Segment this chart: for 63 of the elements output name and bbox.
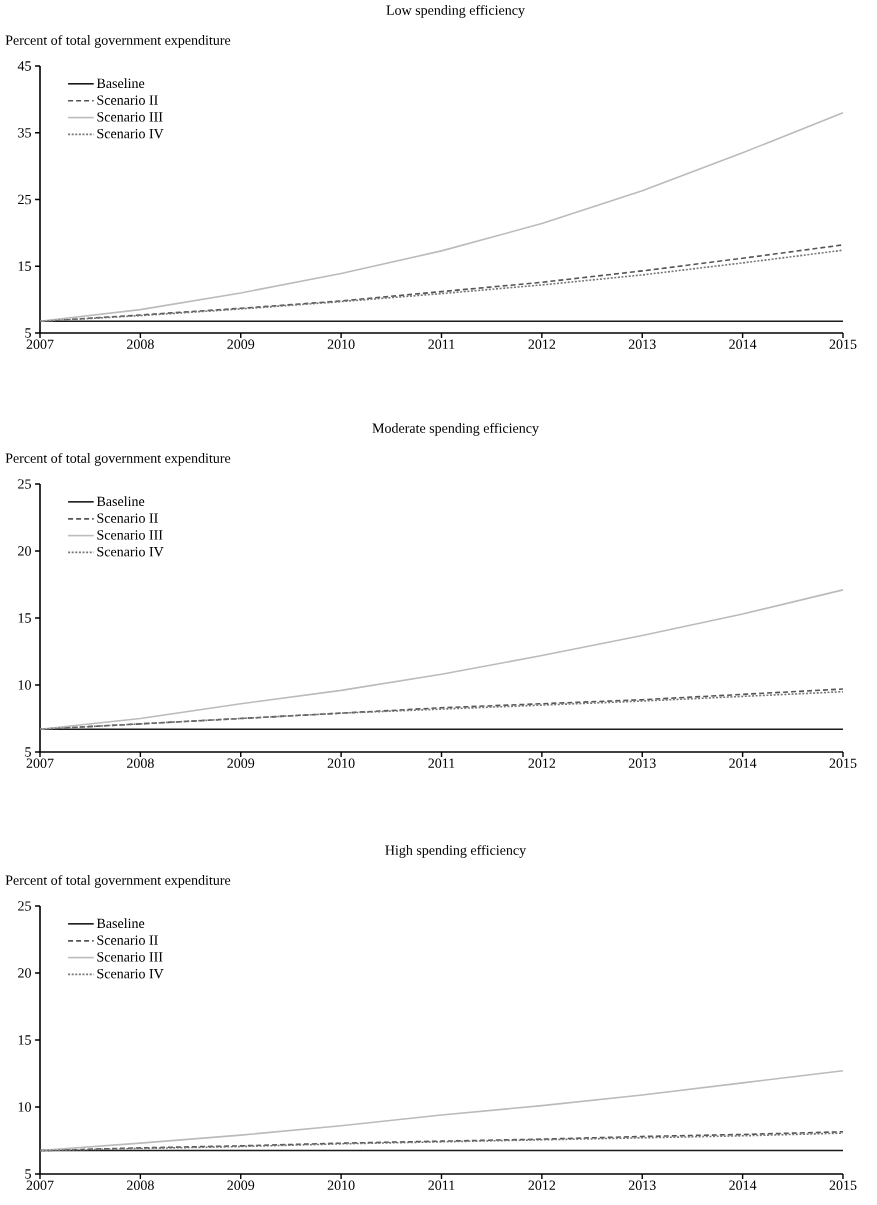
- line-series: [39, 589, 844, 731]
- x-tick-label: 2007: [26, 758, 54, 768]
- x-tick-label: 2013: [628, 1180, 656, 1190]
- y-tick-label: 20: [18, 968, 31, 978]
- x-tick-label: 2007: [26, 339, 54, 349]
- legend-label: Scenario III: [97, 952, 163, 962]
- x-tick-label: 2014: [729, 758, 757, 768]
- x-tick-label: 2010: [327, 758, 355, 768]
- x-tick-label: 2012: [528, 1180, 556, 1190]
- x-tick-label: 2011: [428, 339, 455, 349]
- x-tick-label: 2013: [628, 339, 656, 349]
- legend-label: Baseline: [96, 918, 145, 929]
- x-tick-label: 2011: [428, 758, 455, 768]
- legend-label: Baseline: [96, 78, 145, 89]
- y-tick-label: 20: [18, 546, 31, 556]
- chart-title: Moderate spending efficiency: [372, 422, 539, 436]
- legend-label: Scenario III: [97, 112, 163, 122]
- y-tick-label: 15: [18, 1035, 31, 1045]
- legend-label: Baseline: [96, 496, 145, 507]
- x-tick-label: 2014: [729, 339, 757, 349]
- y-tick-label: 5: [25, 328, 31, 338]
- x-tick-label: 2015: [829, 339, 857, 349]
- y-axis-title: Percent of total government expenditure: [5, 34, 231, 48]
- line-series: [39, 111, 844, 323]
- y-tick-label: 5: [25, 747, 31, 757]
- chart-title: Low spending efficiency: [386, 4, 525, 18]
- y-tick-label: 25: [18, 194, 31, 205]
- x-tick-label: 2008: [126, 758, 154, 768]
- x-tick-label: 2015: [829, 758, 857, 768]
- x-tick-label: 2015: [829, 1180, 857, 1190]
- y-tick-label: 35: [18, 128, 31, 138]
- legend-label: Scenario II: [97, 95, 158, 105]
- y-tick-label: 45: [17, 61, 31, 71]
- line-series: [39, 1070, 844, 1152]
- x-tick-label: 2010: [327, 339, 355, 349]
- y-tick-label: 10: [18, 1102, 31, 1112]
- x-tick-label: 2013: [628, 758, 656, 768]
- x-tick-label: 2009: [227, 1180, 255, 1190]
- y-tick-label: 15: [18, 261, 31, 271]
- y-tick-label: 5: [25, 1169, 31, 1179]
- legend-label: Scenario II: [97, 935, 158, 945]
- legend-label: Scenario IV: [97, 128, 164, 139]
- x-tick-label: 2012: [528, 339, 556, 349]
- y-axis-title: Percent of total government expenditure: [5, 874, 231, 888]
- x-tick-label: 2010: [327, 1180, 355, 1190]
- y-tick-label: 25: [18, 901, 31, 911]
- x-tick-label: 2011: [428, 1180, 455, 1190]
- x-tick-label: 2008: [126, 339, 154, 349]
- chart-title: High spending efficiency: [385, 844, 527, 858]
- legend-label: Scenario II: [97, 513, 158, 523]
- y-tick-label: 25: [18, 479, 31, 489]
- y-tick-label: 10: [18, 680, 31, 690]
- x-tick-label: 2014: [729, 1180, 757, 1190]
- x-tick-label: 2009: [227, 339, 255, 349]
- y-axis-title: Percent of total government expenditure: [5, 452, 231, 466]
- y-tick-label: 15: [18, 613, 31, 623]
- legend-label: Scenario IV: [97, 546, 164, 557]
- legend-label: Scenario IV: [97, 968, 164, 979]
- x-tick-label: 2007: [26, 1180, 54, 1190]
- x-tick-label: 2012: [528, 758, 556, 768]
- legend-label: Scenario III: [97, 530, 163, 540]
- x-tick-label: 2008: [126, 1180, 154, 1190]
- x-tick-label: 2009: [227, 758, 255, 768]
